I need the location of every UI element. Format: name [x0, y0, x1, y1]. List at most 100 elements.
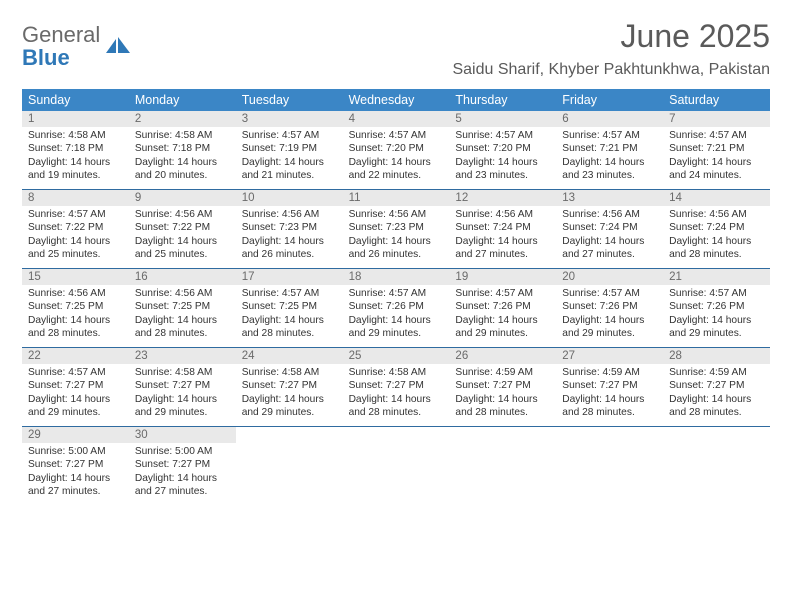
- day-number: 30: [129, 427, 236, 443]
- title-block: June 2025 Saidu Sharif, Khyber Pakhtunkh…: [452, 18, 770, 79]
- calendar: SundayMondayTuesdayWednesdayThursdayFrid…: [22, 89, 770, 505]
- day-cell: 3Sunrise: 4:57 AMSunset: 7:19 PMDaylight…: [236, 111, 343, 189]
- day-number: 9: [129, 190, 236, 206]
- day-details: Sunrise: 4:59 AMSunset: 7:27 PMDaylight:…: [663, 364, 770, 424]
- day-cell: 9Sunrise: 4:56 AMSunset: 7:22 PMDaylight…: [129, 190, 236, 268]
- daylight-line: Daylight: 14 hours and 26 minutes.: [242, 235, 337, 262]
- day-details: Sunrise: 5:00 AMSunset: 7:27 PMDaylight:…: [129, 443, 236, 503]
- day-number: 24: [236, 348, 343, 364]
- day-cell: 26Sunrise: 4:59 AMSunset: 7:27 PMDayligh…: [449, 348, 556, 426]
- sunrise-line: Sunrise: 4:58 AM: [28, 129, 123, 142]
- weekday-header: Tuesday: [236, 89, 343, 111]
- day-number: 13: [556, 190, 663, 206]
- sunset-line: Sunset: 7:24 PM: [562, 221, 657, 234]
- daylight-line: Daylight: 14 hours and 29 minutes.: [242, 393, 337, 420]
- daylight-line: Daylight: 14 hours and 28 minutes.: [349, 393, 444, 420]
- day-details: Sunrise: 4:57 AMSunset: 7:26 PMDaylight:…: [556, 285, 663, 345]
- daylight-line: Daylight: 14 hours and 24 minutes.: [669, 156, 764, 183]
- day-cell: 22Sunrise: 4:57 AMSunset: 7:27 PMDayligh…: [22, 348, 129, 426]
- sunset-line: Sunset: 7:26 PM: [349, 300, 444, 313]
- day-number: 6: [556, 111, 663, 127]
- daylight-line: Daylight: 14 hours and 27 minutes.: [135, 472, 230, 499]
- sunrise-line: Sunrise: 4:58 AM: [242, 366, 337, 379]
- header: General Blue June 2025 Saidu Sharif, Khy…: [22, 18, 770, 79]
- day-cell: [236, 427, 343, 505]
- day-cell: 1Sunrise: 4:58 AMSunset: 7:18 PMDaylight…: [22, 111, 129, 189]
- day-details: Sunrise: 4:57 AMSunset: 7:26 PMDaylight:…: [663, 285, 770, 345]
- day-number: 22: [22, 348, 129, 364]
- sunset-line: Sunset: 7:27 PM: [28, 458, 123, 471]
- day-details: Sunrise: 4:57 AMSunset: 7:25 PMDaylight:…: [236, 285, 343, 345]
- day-details: Sunrise: 4:57 AMSunset: 7:20 PMDaylight:…: [449, 127, 556, 187]
- weekday-header: Sunday: [22, 89, 129, 111]
- sunrise-line: Sunrise: 4:56 AM: [135, 287, 230, 300]
- day-cell: 10Sunrise: 4:56 AMSunset: 7:23 PMDayligh…: [236, 190, 343, 268]
- sunrise-line: Sunrise: 4:56 AM: [349, 208, 444, 221]
- daylight-line: Daylight: 14 hours and 25 minutes.: [28, 235, 123, 262]
- sunrise-line: Sunrise: 4:57 AM: [28, 366, 123, 379]
- daylight-line: Daylight: 14 hours and 29 minutes.: [669, 314, 764, 341]
- day-cell: 6Sunrise: 4:57 AMSunset: 7:21 PMDaylight…: [556, 111, 663, 189]
- logo-text: General Blue: [22, 24, 100, 70]
- day-details: Sunrise: 4:57 AMSunset: 7:21 PMDaylight:…: [556, 127, 663, 187]
- day-number: 15: [22, 269, 129, 285]
- day-cell: 14Sunrise: 4:56 AMSunset: 7:24 PMDayligh…: [663, 190, 770, 268]
- sunset-line: Sunset: 7:18 PM: [135, 142, 230, 155]
- sunrise-line: Sunrise: 4:56 AM: [135, 208, 230, 221]
- logo-part1: General: [22, 22, 100, 47]
- day-number: 5: [449, 111, 556, 127]
- day-details: Sunrise: 4:59 AMSunset: 7:27 PMDaylight:…: [449, 364, 556, 424]
- day-number: 29: [22, 427, 129, 443]
- day-cell: [663, 427, 770, 505]
- day-details: Sunrise: 4:56 AMSunset: 7:25 PMDaylight:…: [22, 285, 129, 345]
- day-cell: [343, 427, 450, 505]
- week-row: 15Sunrise: 4:56 AMSunset: 7:25 PMDayligh…: [22, 269, 770, 348]
- day-cell: 20Sunrise: 4:57 AMSunset: 7:26 PMDayligh…: [556, 269, 663, 347]
- sunrise-line: Sunrise: 4:57 AM: [28, 208, 123, 221]
- sunset-line: Sunset: 7:25 PM: [135, 300, 230, 313]
- daylight-line: Daylight: 14 hours and 28 minutes.: [135, 314, 230, 341]
- day-cell: 15Sunrise: 4:56 AMSunset: 7:25 PMDayligh…: [22, 269, 129, 347]
- daylight-line: Daylight: 14 hours and 28 minutes.: [669, 235, 764, 262]
- day-number: 19: [449, 269, 556, 285]
- sunrise-line: Sunrise: 4:59 AM: [669, 366, 764, 379]
- day-details: Sunrise: 4:57 AMSunset: 7:26 PMDaylight:…: [449, 285, 556, 345]
- sunset-line: Sunset: 7:27 PM: [242, 379, 337, 392]
- day-details: Sunrise: 4:58 AMSunset: 7:18 PMDaylight:…: [129, 127, 236, 187]
- day-cell: 13Sunrise: 4:56 AMSunset: 7:24 PMDayligh…: [556, 190, 663, 268]
- day-number: 10: [236, 190, 343, 206]
- sunrise-line: Sunrise: 4:58 AM: [349, 366, 444, 379]
- weekday-header: Monday: [129, 89, 236, 111]
- sunrise-line: Sunrise: 4:57 AM: [242, 287, 337, 300]
- day-number: 18: [343, 269, 450, 285]
- sunset-line: Sunset: 7:27 PM: [28, 379, 123, 392]
- daylight-line: Daylight: 14 hours and 29 minutes.: [349, 314, 444, 341]
- day-cell: 28Sunrise: 4:59 AMSunset: 7:27 PMDayligh…: [663, 348, 770, 426]
- sunset-line: Sunset: 7:23 PM: [349, 221, 444, 234]
- sunrise-line: Sunrise: 4:57 AM: [455, 287, 550, 300]
- sunrise-line: Sunrise: 4:56 AM: [242, 208, 337, 221]
- day-number: 20: [556, 269, 663, 285]
- day-number: 12: [449, 190, 556, 206]
- day-cell: 30Sunrise: 5:00 AMSunset: 7:27 PMDayligh…: [129, 427, 236, 505]
- sunrise-line: Sunrise: 4:57 AM: [242, 129, 337, 142]
- day-cell: [556, 427, 663, 505]
- day-details: Sunrise: 4:58 AMSunset: 7:18 PMDaylight:…: [22, 127, 129, 187]
- day-cell: 17Sunrise: 4:57 AMSunset: 7:25 PMDayligh…: [236, 269, 343, 347]
- day-cell: 27Sunrise: 4:59 AMSunset: 7:27 PMDayligh…: [556, 348, 663, 426]
- day-number: 21: [663, 269, 770, 285]
- daylight-line: Daylight: 14 hours and 27 minutes.: [28, 472, 123, 499]
- daylight-line: Daylight: 14 hours and 20 minutes.: [135, 156, 230, 183]
- day-details: Sunrise: 4:56 AMSunset: 7:23 PMDaylight:…: [236, 206, 343, 266]
- sunset-line: Sunset: 7:27 PM: [349, 379, 444, 392]
- month-title: June 2025: [452, 18, 770, 55]
- sunset-line: Sunset: 7:27 PM: [135, 379, 230, 392]
- sunrise-line: Sunrise: 4:57 AM: [562, 129, 657, 142]
- sunrise-line: Sunrise: 4:57 AM: [669, 287, 764, 300]
- day-number: 3: [236, 111, 343, 127]
- day-number: 8: [22, 190, 129, 206]
- day-details: Sunrise: 4:58 AMSunset: 7:27 PMDaylight:…: [343, 364, 450, 424]
- daylight-line: Daylight: 14 hours and 21 minutes.: [242, 156, 337, 183]
- day-cell: 18Sunrise: 4:57 AMSunset: 7:26 PMDayligh…: [343, 269, 450, 347]
- day-cell: 16Sunrise: 4:56 AMSunset: 7:25 PMDayligh…: [129, 269, 236, 347]
